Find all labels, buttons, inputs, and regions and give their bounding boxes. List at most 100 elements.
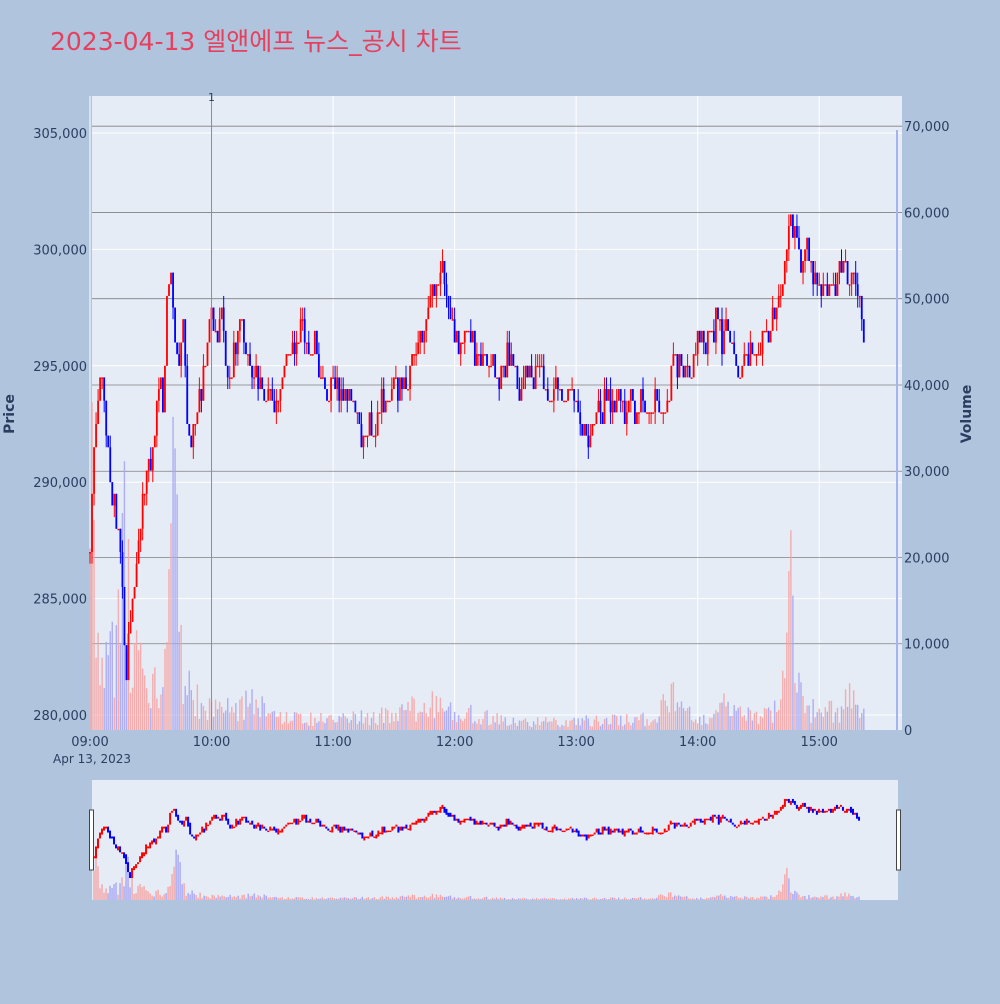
candle-body [697, 331, 699, 354]
slider-candle [548, 831, 550, 833]
slider-volume-bar [488, 899, 489, 900]
slider-volume-bar [272, 897, 273, 900]
volume-bar [207, 720, 208, 730]
candle-body [747, 354, 749, 366]
candle-body [440, 273, 442, 285]
candle-body [713, 331, 715, 343]
volume-bar [551, 722, 552, 730]
slider-candle [574, 831, 576, 833]
slider-volume-bar [832, 896, 833, 900]
slider-volume-bar [442, 897, 443, 900]
candle-body [711, 331, 713, 333]
candle-body [798, 238, 800, 250]
slider-volume-bar [171, 874, 172, 900]
slider-volume-bar [816, 897, 817, 900]
candle-body [674, 354, 676, 356]
volume-bar [357, 724, 358, 730]
slider-volume-bar [306, 899, 307, 900]
slider-candle [181, 821, 183, 825]
candle-body [383, 389, 385, 412]
slider-candle [177, 815, 179, 821]
candle-body [444, 261, 446, 284]
slider-candle [684, 823, 686, 827]
slider-volume-bar [694, 899, 695, 900]
slider-candle [622, 829, 624, 835]
slider-candle [135, 864, 137, 868]
slider-volume-bar [820, 896, 821, 900]
volume-bar [197, 684, 198, 730]
slider-candle [415, 821, 417, 825]
slider-candle [500, 825, 502, 829]
volume-bar [792, 596, 793, 730]
volume-bar [835, 712, 836, 730]
candle-body [217, 331, 219, 343]
volume-bar [713, 714, 714, 730]
candle-body [658, 401, 660, 413]
candle-body [160, 377, 162, 389]
candle-body [531, 366, 533, 378]
slider-candle [411, 823, 413, 825]
slider-volume-bar [620, 899, 621, 900]
range-slider-handle-left[interactable] [90, 810, 94, 870]
slider-candle [95, 846, 97, 858]
slider-candle [195, 835, 197, 841]
candle-body [233, 342, 235, 377]
slider-volume-bar [223, 896, 224, 900]
slider-candle [804, 803, 806, 807]
slider-candle [608, 827, 610, 835]
candle-body [332, 377, 334, 379]
slider-candle [439, 807, 441, 813]
candle-body [107, 436, 109, 448]
slider-candle [155, 838, 157, 844]
volume-bar [282, 724, 283, 730]
volume-bar [308, 726, 309, 730]
volume-bar [598, 721, 599, 730]
volume-bar [604, 719, 605, 730]
candle-body [602, 412, 604, 424]
candle-body [186, 366, 188, 424]
volume-bar [286, 712, 287, 730]
volume-bar [332, 720, 333, 730]
slider-candle [105, 827, 107, 829]
price-axis-title: Price [2, 394, 18, 434]
slider-candle [532, 827, 534, 829]
slider-volume-bar [434, 898, 435, 900]
slider-volume-bar [284, 899, 285, 900]
candle-body [251, 366, 253, 378]
slider-candle [670, 821, 672, 825]
slider-candle [672, 823, 674, 825]
slider-candle [602, 827, 604, 835]
slider-volume-bar [422, 897, 423, 900]
slider-volume-bar [550, 899, 551, 900]
candle-body [144, 494, 146, 496]
volume-bar [693, 722, 694, 730]
candle-body [508, 342, 510, 365]
time-tick-label: 10:00 [193, 735, 230, 750]
volume-bar [247, 707, 248, 730]
slider-candle [738, 825, 740, 827]
slider-candle [830, 809, 832, 813]
candle-body [411, 354, 413, 366]
slider-candle [850, 807, 852, 813]
slider-candle [431, 811, 433, 815]
candle-body [853, 273, 855, 275]
slider-candle [540, 823, 542, 825]
volume-bar [114, 698, 115, 730]
slider-volume-bar [444, 897, 445, 900]
slider-volume-bar [294, 899, 295, 900]
slider-candle [504, 825, 506, 827]
candle-body [354, 401, 356, 413]
slider-candle [766, 819, 768, 821]
volume-bar [547, 722, 548, 730]
slider-volume-bar [161, 896, 162, 900]
volume-bar [328, 715, 329, 730]
volume-bar [474, 721, 475, 730]
slider-volume-bar [153, 897, 154, 900]
slider-volume-bar [602, 898, 603, 900]
range-slider-handle-right[interactable] [897, 810, 901, 870]
volume-bar [292, 721, 293, 730]
slider-candle [371, 831, 373, 837]
slider-candle [349, 829, 351, 831]
range-slider[interactable] [90, 780, 901, 900]
main-plot[interactable]: 1280,000285,000290,000295,000300,000305,… [2, 91, 975, 766]
